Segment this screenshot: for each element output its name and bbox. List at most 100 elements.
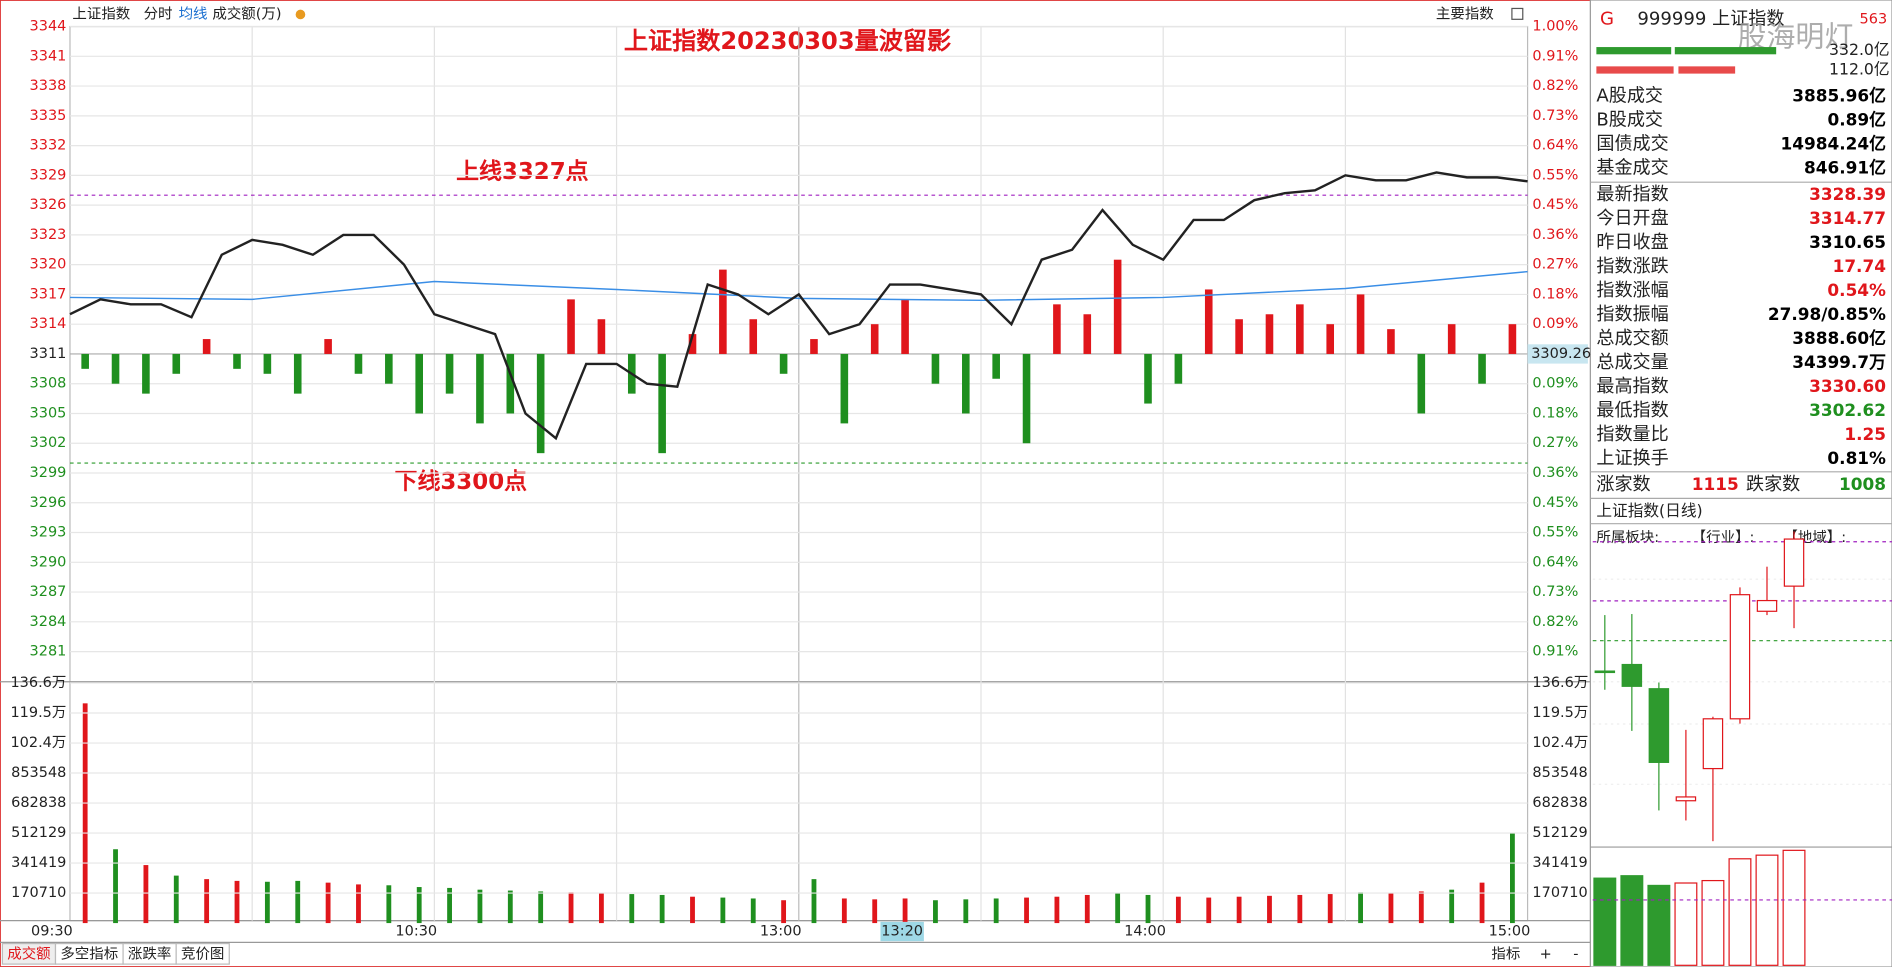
momentum-bar	[840, 353, 849, 424]
volume-bar	[447, 887, 452, 924]
tab-label[interactable]: 多空指标	[60, 945, 118, 962]
volume-bar	[477, 889, 483, 924]
volume-bar	[1297, 894, 1303, 924]
toolbar-icon[interactable]	[295, 9, 306, 20]
bottom-button[interactable]: 指标	[1491, 945, 1520, 962]
y-tick-label: 3302	[30, 435, 67, 451]
volume-bar	[629, 894, 635, 924]
momentum-bar	[293, 353, 302, 394]
y-tick-label: 3290	[30, 554, 67, 570]
candle-body	[1621, 663, 1643, 687]
bottom-button[interactable]: +	[1540, 946, 1552, 962]
volume-bar	[386, 885, 392, 924]
momentum-bar	[81, 353, 89, 369]
volume-bar	[1236, 896, 1242, 924]
price-line	[69, 171, 1528, 441]
annotation: 下线3300点	[395, 468, 528, 495]
volume-bar	[1084, 894, 1090, 924]
pct-tick-label: 0.45%	[1532, 495, 1578, 511]
row-label: 总成交额	[1596, 328, 1668, 349]
row-value: 3314.77	[1809, 208, 1886, 228]
side-amount: 332.0亿	[1829, 40, 1890, 59]
volume-bar	[720, 897, 726, 924]
vol-tick-label: 853548	[11, 765, 66, 781]
row-value: 3302.62	[1809, 400, 1886, 420]
pct-tick-label: 0.09%	[1532, 316, 1578, 332]
volume-bar	[1479, 882, 1485, 924]
pct-tick-label: 0.91%	[1532, 48, 1578, 64]
tab[interactable]	[175, 942, 230, 965]
momentum-bar	[870, 324, 879, 354]
volume-bar	[841, 898, 847, 924]
breadth-label: 涨家数	[1596, 474, 1650, 495]
pct-tick-label: 0.55%	[1532, 525, 1578, 541]
toolbar-icon[interactable]	[1511, 7, 1524, 20]
volume-bar	[1054, 896, 1060, 924]
pct-tick-label: 0.27%	[1532, 435, 1578, 451]
y-tick-label: 3335	[30, 108, 67, 124]
volume-bar	[993, 898, 999, 924]
row-value: 0.89亿	[1827, 110, 1886, 130]
volume-bar	[1145, 894, 1151, 924]
momentum-bar	[1053, 304, 1061, 354]
volume-bar	[82, 703, 88, 924]
momentum-bar	[385, 353, 393, 384]
y-tick-label: 3317	[30, 286, 67, 302]
daily-volume-bar	[1755, 854, 1779, 966]
momentum-bar	[1478, 353, 1486, 384]
momentum-bar	[719, 269, 727, 354]
volume-bar	[416, 887, 422, 924]
tab-label[interactable]: 竞价图	[181, 944, 224, 962]
daily-volume-bar	[1647, 884, 1671, 966]
vol-tick-label: 682838	[1532, 795, 1587, 811]
momentum-bar	[1417, 353, 1426, 414]
vol-tick-label: 119.5万	[10, 705, 66, 721]
y-tick-label: 3329	[30, 167, 67, 183]
toolbar-item[interactable]: 成交额(万)	[212, 4, 281, 22]
volume-bar	[204, 879, 210, 924]
volume-bar	[568, 892, 574, 924]
candle-body	[1594, 670, 1616, 674]
vol-tick-label: 682838	[11, 795, 66, 811]
cursor-value: 3309.26	[1531, 346, 1591, 362]
toolbar-item[interactable]: 分时	[144, 5, 173, 22]
sector-label: 所属板块:	[1596, 528, 1659, 546]
row-value: 3330.60	[1809, 376, 1886, 396]
momentum-bar	[354, 353, 363, 374]
pct-tick-label: 1.00%	[1532, 19, 1578, 35]
average-line	[69, 270, 1528, 302]
momentum-bar	[1356, 294, 1365, 354]
momentum-bar	[111, 353, 120, 384]
toolbar-right[interactable]: 主要指数	[1436, 5, 1494, 22]
pct-tick-label: 0.36%	[1532, 227, 1578, 243]
bottom-button[interactable]: -	[1573, 946, 1578, 962]
momentum-bar	[688, 334, 697, 354]
row-label: 最新指数	[1596, 184, 1668, 205]
momentum-bar	[901, 299, 909, 354]
candle-body	[1648, 688, 1670, 763]
tab-label[interactable]: 成交额	[7, 944, 51, 962]
volume-bar	[507, 890, 513, 924]
cursor-value-box	[1527, 344, 1588, 364]
toolbar-item[interactable]: 均线	[179, 5, 208, 22]
vol-tick-label: 102.4万	[1532, 735, 1588, 751]
momentum-bar	[506, 353, 515, 414]
volume-bar	[264, 881, 270, 924]
volume-bar	[234, 880, 240, 924]
tab-label[interactable]: 涨跌率	[128, 945, 171, 962]
side-panel	[1589, 0, 1892, 967]
volume-bar	[811, 879, 817, 924]
row-label: 昨日收盘	[1596, 232, 1668, 253]
momentum-bar	[1387, 329, 1395, 354]
row-value: 3328.39	[1809, 184, 1886, 204]
breadth-label: 跌家数	[1746, 474, 1800, 495]
momentum-bar	[992, 353, 1000, 379]
y-tick-label: 3326	[30, 197, 67, 213]
breadth-value: 1008	[1839, 474, 1886, 494]
volume-bar	[1327, 894, 1333, 924]
y-tick-label: 3281	[30, 644, 67, 660]
volume-bar	[1388, 893, 1394, 924]
y-tick-label: 3341	[30, 48, 67, 64]
volume-bar	[1024, 897, 1029, 924]
row-value: 0.81%	[1827, 448, 1886, 468]
